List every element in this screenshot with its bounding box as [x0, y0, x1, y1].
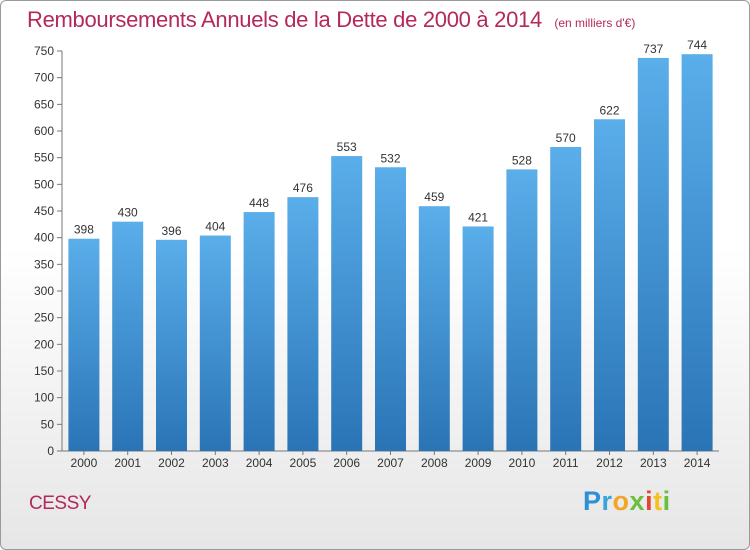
brand-letter: o: [612, 486, 630, 516]
bar-value-label: 396: [161, 224, 181, 238]
bar-value-label: 553: [337, 140, 357, 154]
y-tick-label: 150: [34, 364, 54, 378]
bar: [462, 226, 494, 451]
bar: [68, 238, 100, 451]
bar-value-label: 737: [643, 42, 663, 56]
brand-logo: Proxiti: [583, 486, 671, 517]
bar: [594, 119, 625, 452]
brand-letter: i: [662, 486, 671, 516]
bar-value-label: 476: [293, 181, 313, 195]
chart-title: Remboursements Annuels de la Dette de 20…: [27, 7, 542, 32]
y-tick-label: 450: [34, 204, 54, 218]
x-tick-label: 2000: [71, 456, 98, 470]
chart-unit-note: (en milliers d'€): [554, 16, 636, 30]
bar-value-label: 744: [687, 38, 707, 52]
y-tick-label: 600: [34, 124, 54, 138]
x-tick-label: 2005: [290, 456, 317, 470]
bar: [637, 57, 669, 451]
y-tick-label: 350: [34, 257, 54, 271]
bar-value-label: 404: [205, 220, 225, 234]
bar: [506, 169, 538, 451]
y-tick-label: 500: [34, 177, 54, 191]
bar: [112, 221, 144, 451]
bar: [550, 147, 582, 451]
brand-letter: i: [645, 486, 654, 516]
bar: [681, 54, 713, 451]
bar: [375, 167, 406, 451]
y-tick-label: 700: [34, 71, 54, 85]
x-tick-label: 2014: [684, 456, 711, 470]
brand-letter: P: [583, 486, 602, 516]
y-tick-label: 300: [34, 284, 54, 298]
y-tick-label: 750: [34, 44, 54, 58]
chart-axes: 0 50 100 150 200 250 300 350 400 450 500 550 600 650 7…: [34, 44, 719, 470]
x-tick-label: 2001: [114, 456, 141, 470]
y-tick-label: 0: [47, 444, 54, 458]
y-tick-label: 50: [41, 417, 55, 431]
x-tick-label: 2006: [333, 456, 360, 470]
bar-value-label: 528: [512, 153, 532, 167]
bar-value-label: 570: [556, 131, 576, 145]
bar-value-label: 421: [468, 210, 488, 224]
x-tick-label: 2010: [509, 456, 536, 470]
y-tick-label: 250: [34, 311, 54, 325]
x-tick-label: 2012: [596, 456, 623, 470]
y-tick-label: 400: [34, 231, 54, 245]
x-tick-label: 2002: [158, 456, 185, 470]
x-tick-label: 2011: [553, 456, 579, 470]
y-tick-label: 550: [34, 151, 54, 165]
x-tick-label: 2004: [246, 456, 273, 470]
brand-letter: x: [629, 486, 646, 516]
y-tick-label: 200: [34, 337, 54, 351]
y-tick-label: 100: [34, 391, 54, 405]
x-tick-label: 2008: [421, 456, 448, 470]
y-tick-label: 650: [34, 97, 54, 111]
bar-value-label: 448: [249, 196, 269, 210]
title-row: Remboursements Annuels de la Dette de 20…: [27, 7, 635, 33]
x-tick-label: 2013: [640, 456, 667, 470]
bar-value-label: 398: [74, 223, 94, 237]
bar: [243, 212, 275, 451]
x-tick-label: 2003: [202, 456, 229, 470]
bar: [156, 239, 187, 451]
brand-letter: r: [601, 486, 613, 516]
x-tick-label: 2009: [465, 456, 492, 470]
location-label: CESSY: [29, 493, 91, 514]
bar: [199, 235, 231, 451]
brand-letter: t: [653, 486, 663, 516]
x-tick-label: 2007: [377, 456, 404, 470]
bar: [287, 197, 319, 451]
chart-bars: 398 430 396 404 448 476 553 532 459 421 528 570 622 7…: [68, 38, 713, 452]
bar-value-label: 532: [380, 151, 400, 165]
bar-value-label: 622: [599, 103, 619, 117]
bar: [331, 156, 363, 452]
bar-value-label: 430: [118, 206, 138, 220]
bar-value-label: 459: [424, 190, 444, 204]
bar: [418, 206, 450, 451]
